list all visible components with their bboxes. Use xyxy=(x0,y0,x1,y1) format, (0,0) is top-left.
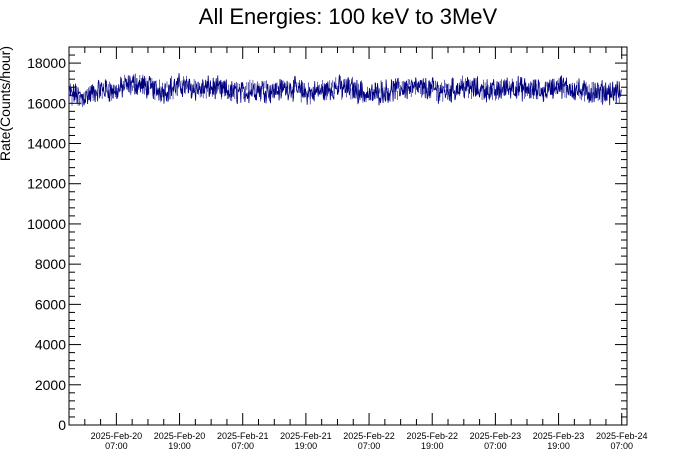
y-tick-label: 10000 xyxy=(27,216,66,232)
x-tick-label-time: 07:00 xyxy=(231,441,254,451)
y-tick-label: 12000 xyxy=(27,176,66,192)
x-tick-label-date: 2025-Feb-23 xyxy=(533,431,585,441)
y-axis-label: Rate(Counts/hour) xyxy=(0,46,13,161)
x-tick-label-time: 19:00 xyxy=(295,441,318,451)
x-tick-label-date: 2025-Feb-22 xyxy=(406,431,458,441)
y-tick-label: 16000 xyxy=(27,95,66,111)
x-tick-label-date: 2025-Feb-22 xyxy=(343,431,395,441)
x-tick-label-date: 2025-Feb-24 xyxy=(596,431,648,441)
x-tick-label-time: 07:00 xyxy=(484,441,507,451)
x-tick-label-time: 07:00 xyxy=(610,441,633,451)
y-tick-label: 2000 xyxy=(35,377,66,393)
y-tick-label: 0 xyxy=(58,417,66,433)
x-tick-label-date: 2025-Feb-20 xyxy=(91,431,143,441)
y-tick-label: 6000 xyxy=(35,296,66,312)
y-tick-label: 4000 xyxy=(35,337,66,353)
x-tick-label-time: 07:00 xyxy=(105,441,128,451)
y-axis-ticks: 0 2000 4000 6000 8000 10000 12000 14000 16000 180… xyxy=(27,46,627,433)
x-tick-label-time: 07:00 xyxy=(358,441,381,451)
x-tick-label-time: 19:00 xyxy=(168,441,191,451)
y-tick-label: 14000 xyxy=(27,136,66,152)
x-tick-label-date: 2025-Feb-21 xyxy=(280,431,332,441)
x-tick-label-time: 19:00 xyxy=(547,441,570,451)
x-tick-label-date: 2025-Feb-21 xyxy=(217,431,269,441)
plot-frame xyxy=(68,46,628,426)
x-tick-label-date: 2025-Feb-23 xyxy=(470,431,522,441)
chart-title: All Energies: 100 keV to 3MeV xyxy=(199,4,498,29)
x-tick-label-date: 2025-Feb-20 xyxy=(154,431,206,441)
series-layer xyxy=(68,73,622,108)
x-axis-ticks: 2025-Feb-2007:002025-Feb-2019:002025-Feb… xyxy=(68,47,648,451)
series-line xyxy=(68,73,622,106)
y-tick-label: 8000 xyxy=(35,256,66,272)
x-tick-label-time: 19:00 xyxy=(421,441,444,451)
y-tick-label: 18000 xyxy=(27,55,66,71)
